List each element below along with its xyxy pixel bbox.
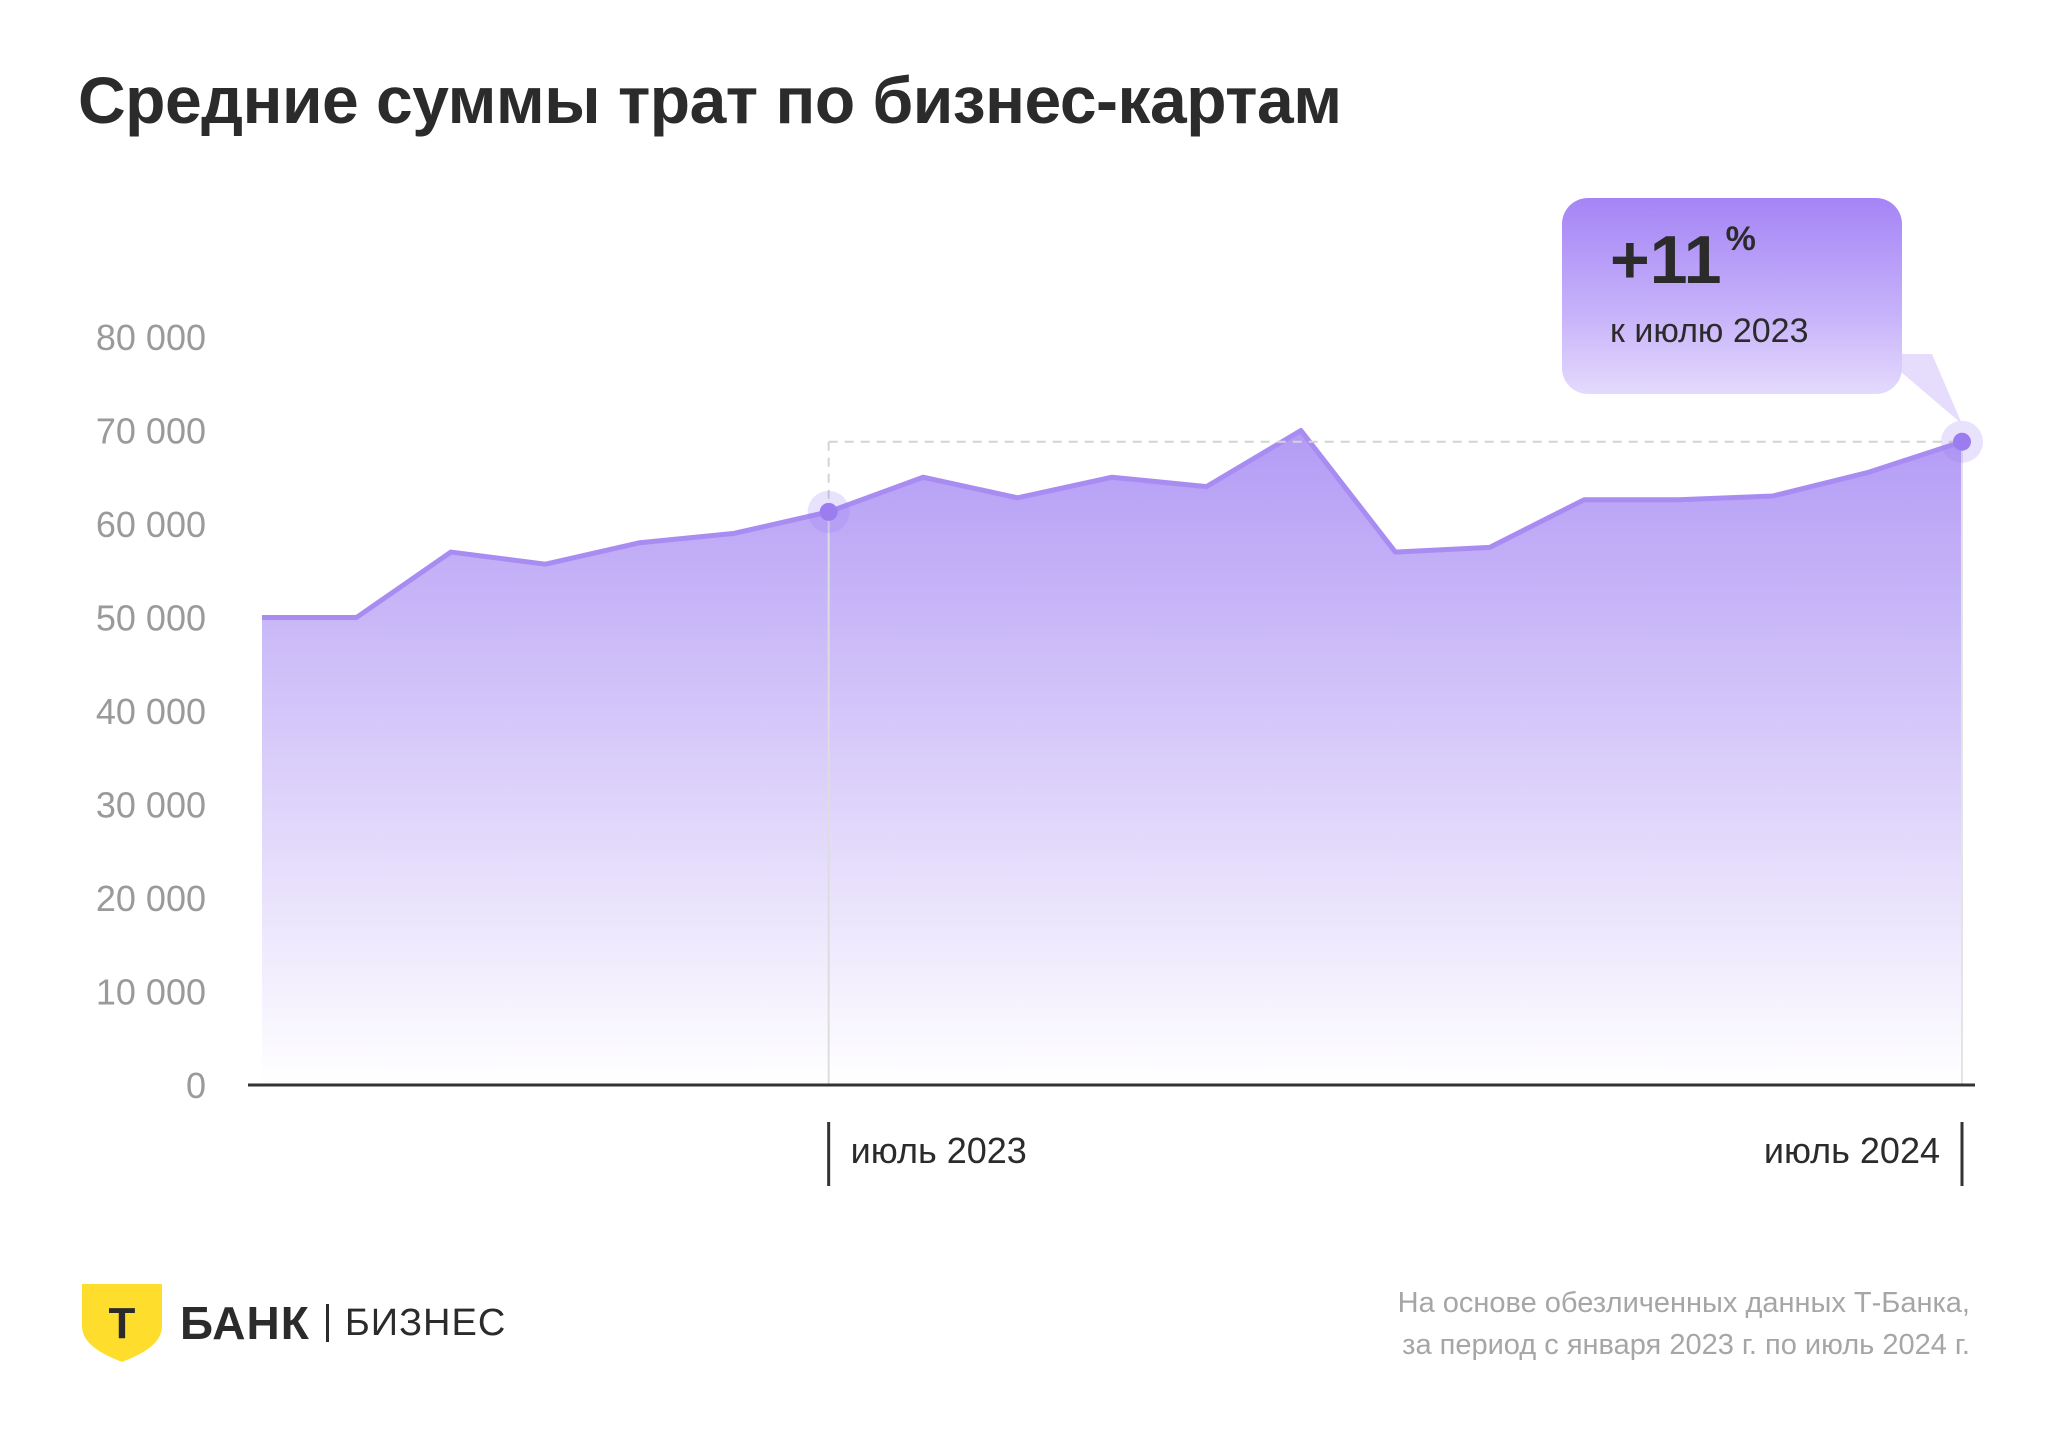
shield-logo-icon: T [82,1284,162,1362]
marker-point [1953,432,1971,451]
y-tick-label: 40 000 [96,691,206,732]
logo-divider [325,1304,329,1342]
y-axis-ticks: 0 10 000 20 000 30 000 40 000 50 000 60 000 70 … [96,317,206,1106]
callout-caption: к июлю 2023 [1610,312,1809,350]
x-tick-label: июль 2024 [1764,1130,1940,1171]
y-tick-label: 70 000 [96,411,206,452]
logo-mark: T [109,1299,136,1348]
logo-bank-text: БАНК [180,1297,310,1349]
chart-title: Средние суммы трат по бизнес-картам [78,63,1342,137]
callout-value-row: +11 % [1610,222,1902,298]
y-tick-label: 80 000 [96,317,206,358]
callout-value: +11 [1610,222,1722,298]
y-tick-label: 10 000 [96,972,206,1013]
reference-guides [827,440,1963,1085]
y-tick-label: 60 000 [96,504,206,545]
highlight-markers [807,420,1983,533]
x-tick-label: июль 2023 [851,1130,1027,1171]
footnote-line-1: На основе обезличенных данных Т-Банка, [1397,1287,1970,1319]
footnote-line-2: за период с января 2023 г. по июль 2024 … [1402,1329,1970,1362]
source-footnote: На основе обезличенных данных Т-Банка, з… [1398,1282,1970,1366]
series-line [262,428,1963,620]
y-tick-label: 30 000 [96,785,206,826]
brand-logo: T БАНК БИЗНЕС [80,1282,506,1364]
y-tick-label: 50 000 [96,598,206,639]
callout-unit: % [1725,220,1756,258]
y-tick-label: 20 000 [96,878,206,919]
marker-point [819,502,838,521]
area-layer [262,428,1963,1085]
x-axis-ticks: июль 2023 июль 2024 [827,1122,1964,1186]
change-callout: +11 % к июлю 2023 [1562,198,1902,394]
y-tick-label: 0 [186,1065,206,1106]
logo-business-text: БИЗНЕС [344,1301,507,1344]
series-area [262,430,1962,1085]
